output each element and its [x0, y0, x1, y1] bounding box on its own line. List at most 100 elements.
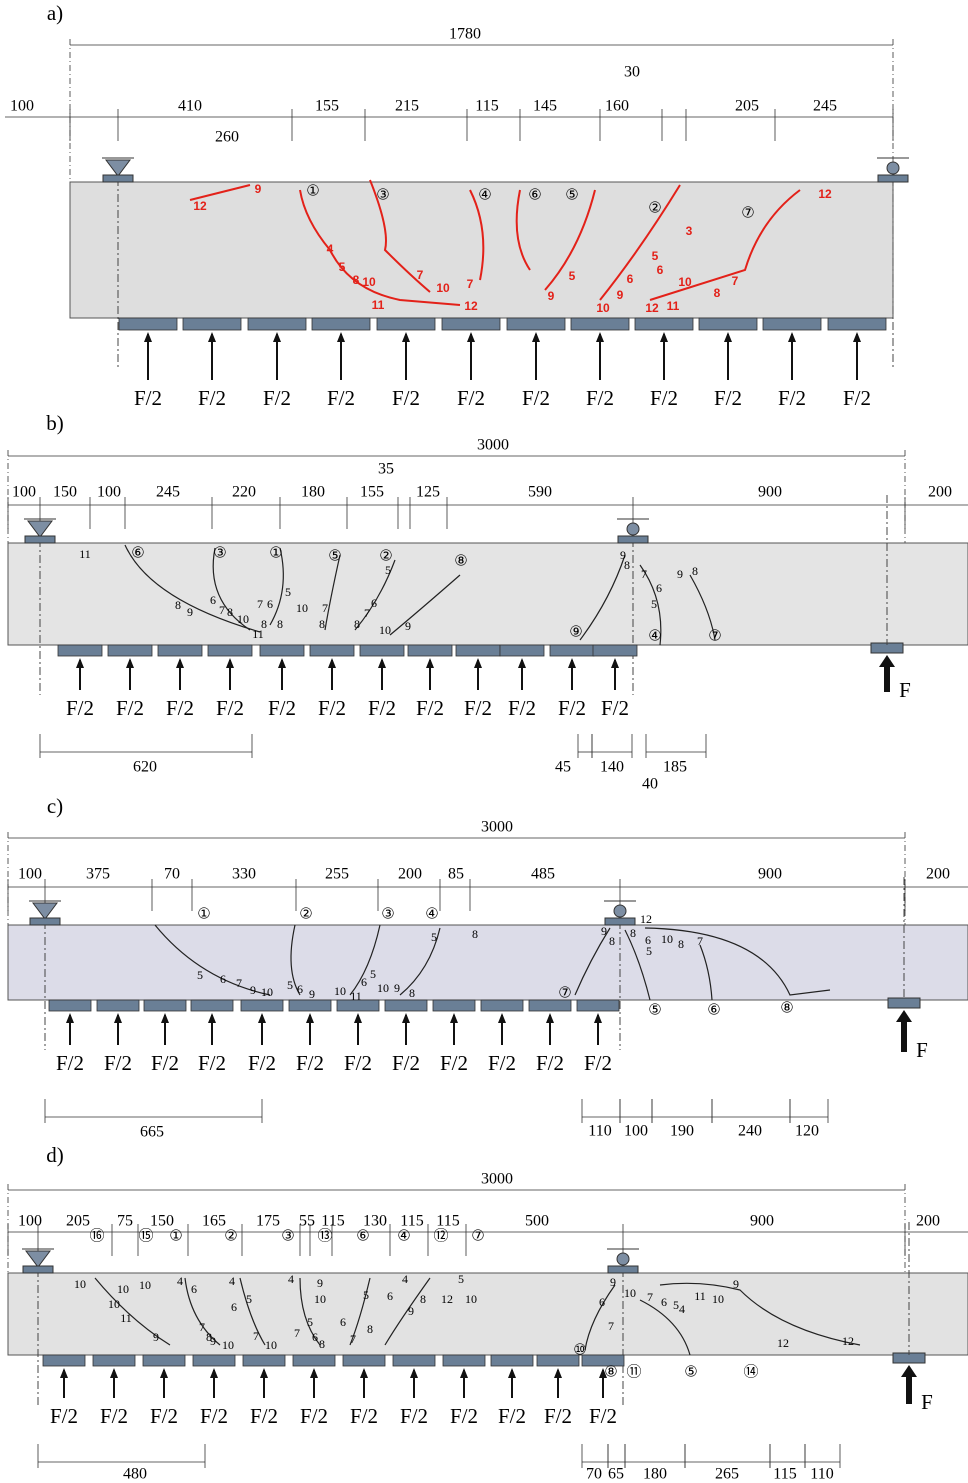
load-plate [191, 1000, 233, 1011]
crack-stage: 12 [818, 187, 832, 201]
crack-number: ⑤ [684, 1363, 697, 1381]
arrow-head [660, 332, 668, 342]
crack-stage: 6 [361, 975, 367, 989]
load-label: F/2 [250, 1404, 278, 1428]
panel-label: c) [47, 794, 63, 818]
dimension: 145 [533, 98, 557, 115]
crack-stage: 9 [394, 981, 400, 995]
support [33, 903, 57, 919]
load-label: F/2 [589, 1404, 617, 1428]
crack-stage: 6 [657, 263, 664, 277]
dimension: 100 [10, 98, 34, 115]
crack-stage: 5 [307, 1315, 313, 1329]
crack-stage: 9 [210, 1334, 216, 1348]
support [614, 905, 626, 917]
crack-stage: 10 [117, 1282, 129, 1296]
crack-number: ③ [376, 186, 389, 204]
load-label: F/2 [464, 696, 492, 720]
dimension: 590 [528, 484, 552, 501]
dimension: 115 [475, 98, 498, 115]
arrow-head [788, 332, 796, 342]
load-label: F/2 [350, 1404, 378, 1428]
crack-number: ④ [648, 627, 661, 645]
arrow-head [273, 332, 281, 342]
arrow-head [258, 1013, 266, 1023]
arrow-head [508, 1368, 516, 1378]
crack-number: ① [197, 905, 210, 923]
load-label: F/2 [584, 1051, 612, 1075]
arrow-head [360, 1368, 368, 1378]
dimension: 375 [86, 866, 110, 883]
crack-stage: 8 [175, 598, 181, 612]
crack-stage: 10 [222, 1338, 234, 1352]
dimension: 100 [18, 1213, 42, 1230]
crack-stage: 12 [645, 301, 659, 315]
support [887, 162, 899, 174]
dimension: 500 [525, 1213, 549, 1230]
crack-stage: 9 [677, 567, 683, 581]
dimension: 200 [398, 866, 422, 883]
load-label: F/2 [843, 386, 871, 410]
arrow-head [498, 1013, 506, 1023]
load-label: F/2 [440, 1051, 468, 1075]
crack-stage: 7 [219, 603, 225, 617]
figure: a)178010041015521511514516020524530260F/… [0, 0, 968, 1483]
arrow-head [450, 1013, 458, 1023]
crack-number: ⑭ [743, 1363, 758, 1381]
load-plate [550, 645, 594, 656]
reaction-label: F [916, 1038, 928, 1062]
load-label: F/2 [522, 386, 550, 410]
load-plate [699, 318, 757, 330]
crack-number: ⑤ [565, 186, 578, 204]
arrow-head [594, 1013, 602, 1023]
load-label: F/2 [198, 386, 226, 410]
crack-stage: 5 [197, 968, 203, 982]
dimension: 100 [18, 866, 42, 883]
arrow-head [114, 1013, 122, 1023]
load-label: F/2 [134, 386, 162, 410]
crack-stage: 8 [409, 986, 415, 1000]
crack-number: ② [648, 199, 661, 217]
load-plate [507, 318, 565, 330]
crack-number: ⑤ [648, 1001, 661, 1019]
dimension: 200 [926, 866, 950, 883]
crack-stage: 6 [599, 1295, 605, 1309]
crack-stage: 11 [79, 547, 91, 561]
crack-stage: 6 [267, 597, 273, 611]
crack-stage: 7 [294, 1326, 300, 1340]
crack-stage: 5 [652, 249, 659, 263]
load-label: F/2 [457, 386, 485, 410]
load-plate [293, 1355, 335, 1366]
load-plate [500, 645, 544, 656]
load-label: F/2 [100, 1404, 128, 1428]
crack-stage: 8 [319, 617, 325, 631]
arrow-head [474, 658, 482, 668]
load-plate [248, 318, 306, 330]
crack-stage: 7 [608, 1319, 614, 1333]
reaction-label: F [899, 678, 911, 702]
crack-number: ⑥ [131, 544, 144, 562]
bottom-dimension: 620 [133, 759, 157, 776]
crack-stage: 8 [420, 1292, 426, 1306]
arrow-head [853, 332, 861, 342]
crack-stage: 6 [661, 1295, 667, 1309]
load-label: F/2 [56, 1051, 84, 1075]
crack-stage: 6 [387, 1289, 393, 1303]
crack-stage: 10 [334, 984, 346, 998]
bottom-dimension: 65 [608, 1466, 624, 1483]
arrow-head [328, 658, 336, 668]
dimension: 205 [735, 98, 759, 115]
load-plate [143, 1355, 185, 1366]
load-label: F/2 [392, 386, 420, 410]
arrow-head [554, 1368, 562, 1378]
load-plate [491, 1355, 533, 1366]
dimension: 245 [813, 98, 837, 115]
load-plate [763, 318, 821, 330]
crack-stage: 7 [364, 606, 370, 620]
dimension: 30 [624, 64, 640, 81]
crack-number: ④ [397, 1227, 410, 1245]
crack-stage: 7 [350, 1332, 356, 1346]
crack-stage: 7 [322, 601, 328, 615]
crack-stage: 6 [340, 1315, 346, 1329]
dimension: 100 [97, 484, 121, 501]
